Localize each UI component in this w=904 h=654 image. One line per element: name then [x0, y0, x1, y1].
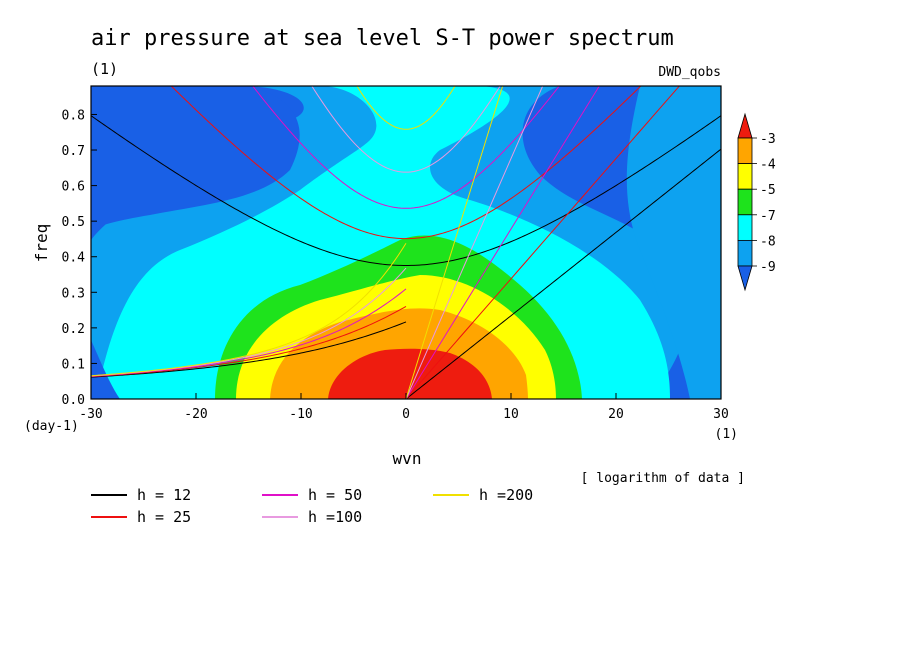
legend: h = 12 h = 25 h = 50 h =100 h =200	[91, 486, 533, 526]
y-tick-label: 0.8	[62, 108, 85, 123]
y-tick-label: 0.5	[62, 215, 85, 230]
colorbar: -3 -4 -5 -7 -8 -9	[737, 112, 776, 292]
kelvin-curve-200	[405, 86, 504, 399]
y-axis-label: freq	[32, 224, 51, 263]
y-tick-label: 0.2	[62, 322, 85, 337]
colorbar-label: -9	[760, 260, 776, 275]
y-axis-unit: (day-1)	[24, 419, 79, 434]
mrg-curve-12	[91, 321, 407, 378]
kelvin-curve-12	[405, 148, 721, 399]
kelvin-curve-100	[405, 86, 544, 399]
colorbar-segment	[737, 239, 753, 267]
kelvin-curve-50	[405, 86, 600, 399]
ig-curve-50	[252, 86, 560, 209]
mrg-curve-25	[91, 305, 407, 378]
spectrum-contours	[91, 86, 721, 399]
mrg-curve-200	[91, 242, 407, 377]
contour-band-minus8-east	[626, 86, 721, 399]
x-tick-label: 20	[608, 407, 624, 422]
contour-band-minus9-southwest	[91, 340, 120, 399]
colorbar-arrow-bottom	[737, 265, 753, 292]
y-tick-label: 0.0	[62, 393, 85, 408]
ig-curve-200	[356, 86, 456, 130]
colorbar-segment	[737, 137, 753, 165]
colorbar-segment	[737, 214, 753, 241]
x-tick-label: -20	[184, 407, 207, 422]
legend-label: h = 50	[308, 486, 362, 504]
colorbar-label: -8	[760, 234, 776, 249]
x-tick-label: -10	[289, 407, 312, 422]
contour-band-minus9-west	[91, 86, 300, 230]
x-axis-unit: (1)	[715, 427, 738, 442]
legend-label: h = 12	[137, 486, 191, 504]
y-axis: 0.0 0.1 0.2 0.3 0.4 0.5 0.6 0.7 0.8	[62, 108, 97, 408]
y-tick-label: 0.6	[62, 180, 85, 195]
legend-label: h = 25	[137, 508, 191, 526]
ig-curve-100	[311, 86, 501, 173]
x-tick-label: 0	[402, 407, 410, 422]
colorbar-label: -4	[760, 158, 776, 173]
log-note: [ logarithm of data ]	[581, 471, 745, 486]
colorbar-segment	[737, 188, 753, 216]
units-label: (1)	[91, 60, 118, 78]
chart-title: air pressure at sea level S-T power spec…	[91, 26, 674, 51]
ig-curve-25	[170, 86, 642, 240]
legend-label: h =100	[308, 508, 362, 526]
colorbar-arrow-top	[737, 112, 753, 139]
dispersion-curves	[91, 86, 721, 399]
y-tick-label: 0.7	[62, 144, 85, 159]
ig-curve-12	[91, 115, 721, 266]
x-tick-label: 30	[713, 407, 729, 422]
x-axis: -30 -20 -10 0 10 20 30	[79, 393, 729, 422]
x-tick-label: 10	[503, 407, 519, 422]
colorbar-label: -3	[760, 132, 776, 147]
model-label: DWD_qobs	[658, 65, 721, 80]
x-axis-label: wvn	[393, 449, 422, 468]
colorbar-label: -7	[760, 209, 776, 224]
colorbar-segment	[737, 163, 753, 190]
y-tick-label: 0.3	[62, 286, 85, 301]
contour-band-peak	[328, 348, 492, 399]
colorbar-label: -5	[760, 183, 776, 198]
y-tick-label: 0.4	[62, 251, 86, 266]
x-tick-label: -30	[79, 407, 102, 422]
legend-label: h =200	[479, 486, 533, 504]
kelvin-curve-25	[405, 86, 681, 399]
y-tick-label: 0.1	[62, 357, 85, 372]
plot-area	[91, 86, 721, 399]
